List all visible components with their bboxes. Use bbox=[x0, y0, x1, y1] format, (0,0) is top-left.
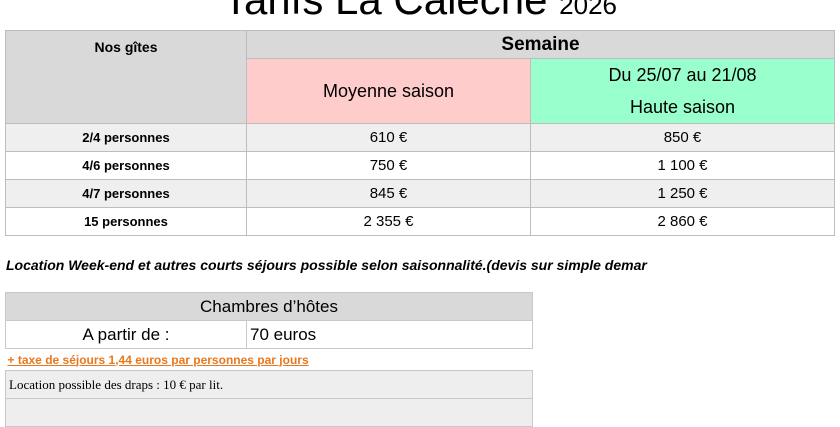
row-label: 2/4 personnes bbox=[5, 123, 247, 152]
row-header: Nos gîtes bbox=[5, 30, 247, 124]
rates-table: Nos gîtes Semaine Moyenne saison Du 25/0… bbox=[5, 30, 835, 236]
mid-price: 750 € bbox=[246, 151, 531, 180]
high-price: 1 100 € bbox=[530, 151, 835, 180]
row-label: 15 personnes bbox=[5, 207, 247, 236]
table-row: 2/4 personnes 610 €850 € bbox=[5, 123, 835, 152]
table-row: 4/6 personnes 750 €1 100 € bbox=[5, 151, 835, 180]
from-value: 70 euros bbox=[246, 320, 533, 349]
table-row: 15 personnes 2 355 €2 860 € bbox=[5, 207, 835, 236]
high-season-dates: Du 25/07 au 21/08 bbox=[608, 65, 757, 85]
high-price: 850 € bbox=[530, 123, 835, 152]
high-price: 1 250 € bbox=[530, 179, 835, 208]
row-label: 4/7 personnes bbox=[5, 179, 247, 208]
table-row: 4/7 personnes 845 €1 250 € bbox=[5, 179, 835, 208]
short-stay-notice: Location Week-end et autres courts séjou… bbox=[6, 257, 647, 273]
column-header-mid-season: Moyenne saison bbox=[246, 58, 531, 124]
title-year: 2026 bbox=[559, 0, 617, 20]
from-label: A partir de : bbox=[5, 320, 247, 349]
column-header-high-season: Du 25/07 au 21/08 Haute saison bbox=[530, 58, 835, 124]
sheets-rental-note: Location possible des draps : 10 € par l… bbox=[5, 370, 533, 399]
mid-price: 610 € bbox=[246, 123, 531, 152]
mid-price: 845 € bbox=[246, 179, 531, 208]
title-text: Tarifs La Calèche bbox=[223, 0, 548, 23]
cut-off-row bbox=[5, 398, 533, 427]
row-label: 4/6 personnes bbox=[5, 151, 247, 180]
tourist-tax-note: + taxe de séjours 1,44 euros par personn… bbox=[5, 348, 533, 371]
high-season-label: Haute saison bbox=[629, 97, 736, 117]
mid-price: 2 355 € bbox=[246, 207, 531, 236]
high-price: 2 860 € bbox=[530, 207, 835, 236]
page-title: Tarifs La Calèche 2026 bbox=[0, 0, 840, 27]
group-header: Semaine bbox=[246, 30, 835, 59]
guest-rooms-table: Chambres d’hôtes A partir de :70 euros +… bbox=[5, 292, 533, 427]
guest-rooms-header: Chambres d’hôtes bbox=[5, 292, 533, 321]
